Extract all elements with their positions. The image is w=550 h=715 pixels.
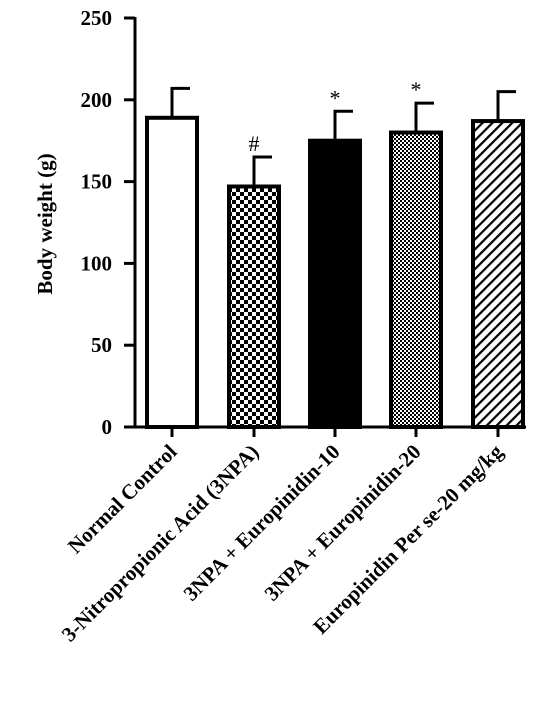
y-tick-label: 150 xyxy=(81,170,113,194)
y-tick-label: 100 xyxy=(81,251,113,275)
significance-marker: # xyxy=(249,131,260,156)
significance-marker: * xyxy=(330,85,341,110)
bar xyxy=(147,118,197,427)
category-label: 3NPA + Europinidin-20 xyxy=(260,440,426,606)
y-axis-title: Body weight (g) xyxy=(33,153,57,294)
y-tick-label: 50 xyxy=(91,333,112,357)
bar xyxy=(473,121,523,427)
category-label: 3NPA + Europinidin-10 xyxy=(179,440,345,606)
bar xyxy=(391,133,441,427)
bars-group xyxy=(147,118,523,427)
bar xyxy=(310,141,360,427)
bar xyxy=(229,187,279,427)
y-tick-label: 250 xyxy=(81,6,113,30)
significance-marker: * xyxy=(411,77,422,102)
y-axis-ticks: 0 50 100 150 200 250 xyxy=(81,6,136,439)
y-tick-label: 0 xyxy=(102,415,113,439)
y-tick-label: 200 xyxy=(81,88,113,112)
